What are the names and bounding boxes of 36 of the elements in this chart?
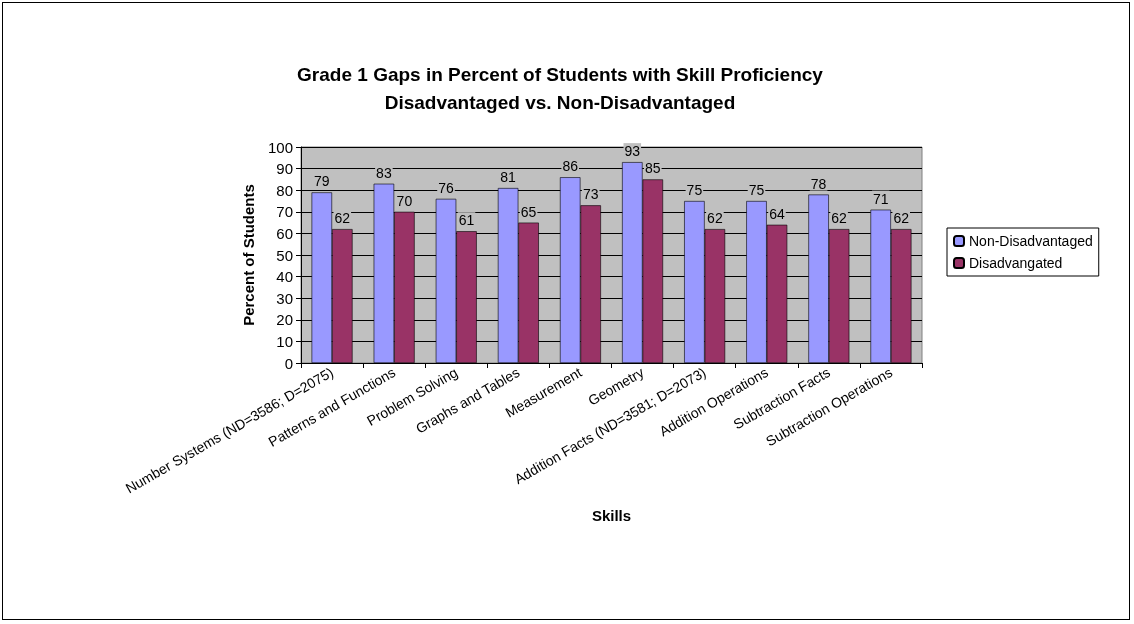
data-label: 75 — [748, 182, 765, 198]
data-label: 81 — [500, 169, 517, 186]
data-label: 93 — [624, 143, 641, 160]
y-tick-label: 80 — [276, 181, 293, 199]
data-label: 61 — [458, 212, 475, 229]
data-label: 78 — [810, 175, 827, 192]
y-tick-label: 30 — [276, 289, 293, 307]
y-axis-title: Percent of Students — [240, 184, 257, 326]
y-tick-label: 90 — [276, 160, 293, 178]
data-label: 76 — [438, 179, 454, 196]
data-label: 65 — [520, 203, 537, 220]
data-label: 73 — [582, 186, 599, 203]
y-tick-label: 40 — [276, 268, 293, 286]
data-label: 79 — [314, 173, 330, 190]
y-tick-label: 0 — [284, 354, 293, 372]
x-axis-title: Skills — [591, 507, 632, 524]
data-label: 71 — [872, 190, 889, 207]
data-label: 75 — [686, 182, 703, 198]
data-label: 64 — [769, 205, 785, 222]
legend-label: Disadvangated — [969, 255, 1063, 271]
data-label: 85 — [645, 160, 661, 177]
data-label: 62 — [334, 210, 351, 227]
y-tick-label: 100 — [267, 138, 293, 156]
y-tick-label: 70 — [276, 203, 293, 221]
y-tick-label: 10 — [276, 332, 293, 350]
data-label: 62 — [831, 210, 848, 227]
y-tick-label: 60 — [276, 224, 293, 242]
chart-title: Grade 1 Gaps in Percent of Students with Skill Proficiency Disadvantaged vs. Non-Disadvantaged — [297, 63, 824, 113]
data-label: 86 — [562, 158, 579, 175]
y-tick-label: 50 — [276, 246, 293, 264]
y-tick-label: 20 — [276, 311, 293, 329]
data-label: 62 — [893, 210, 910, 227]
data-label: 62 — [707, 210, 723, 227]
legend-label: Non-Disadvantaged — [969, 233, 1093, 249]
data-label: 70 — [396, 192, 413, 209]
data-label: 83 — [376, 164, 392, 181]
